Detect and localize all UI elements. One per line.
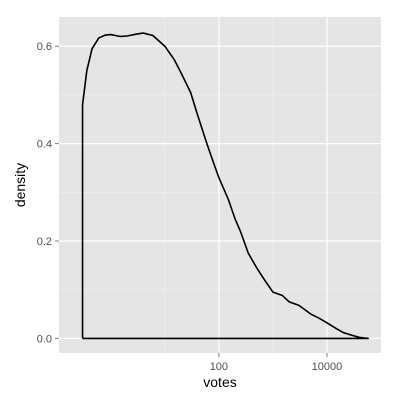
plot-panel xyxy=(59,17,381,353)
x-tick-label: 10000 xyxy=(312,361,343,373)
y-tick-label: 0.0 xyxy=(37,333,52,345)
y-tick-label: 0.4 xyxy=(37,139,52,151)
y-axis: 0.0 0.2 0.4 0.6 xyxy=(37,41,59,345)
y-tick-label: 0.2 xyxy=(37,236,52,248)
y-axis-title: density xyxy=(12,163,28,207)
x-axis-title: votes xyxy=(203,374,236,390)
x-axis: 100 10000 xyxy=(210,353,343,373)
y-tick-label: 0.6 xyxy=(37,41,52,53)
x-tick-label: 100 xyxy=(210,361,228,373)
density-curve xyxy=(81,32,370,340)
